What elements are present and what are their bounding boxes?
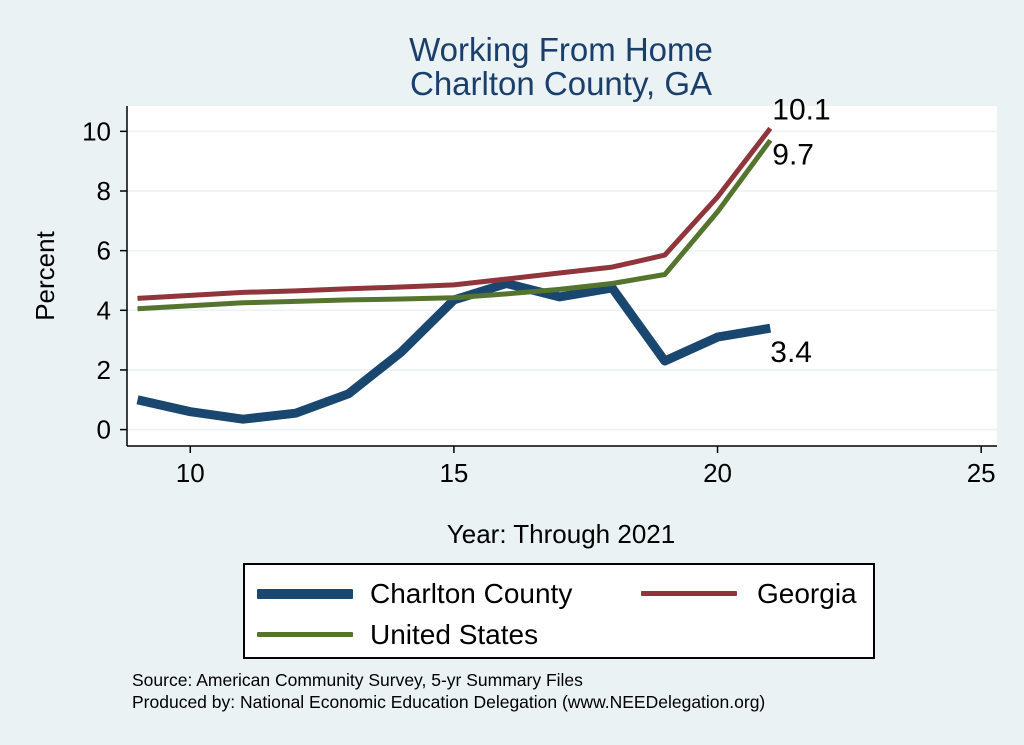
x-ticks: 10 15 20 25	[176, 446, 996, 488]
end-label-charlton-county: 3.4	[770, 336, 812, 369]
x-tick-label-25: 25	[967, 458, 996, 488]
axes	[126, 106, 997, 447]
y-tick-label-0: 0	[97, 415, 111, 445]
chart-title-line-2: Charlton County, GA	[410, 65, 712, 102]
y-tick-label-4: 4	[97, 295, 111, 325]
chart-title-line-1: Working From Home	[409, 31, 713, 68]
gridlines	[127, 130, 997, 431]
legend-swatch-georgia	[641, 591, 737, 596]
end-label-georgia: 10.1	[772, 93, 830, 126]
x-tick-label-15: 15	[439, 458, 468, 488]
x-axis-label: Year: Through 2021	[447, 519, 675, 549]
legend-label-charlton-county: Charlton County	[370, 578, 573, 609]
source-note: Source: American Community Survey, 5-yr …	[132, 670, 583, 690]
series-line-georgia	[137, 126, 773, 301]
x-tick-label-20: 20	[703, 458, 732, 488]
y-tick-label-6: 6	[97, 236, 111, 266]
legend-label-united-states: United States	[370, 619, 539, 650]
end-labels: 3.4 10.1 9.7	[770, 93, 830, 369]
legend-swatch-united-states	[257, 632, 353, 637]
series-line-united-states	[137, 138, 773, 312]
produced-by-note: Produced by: National Economic Education…	[132, 692, 766, 712]
legend-label-georgia: Georgia	[757, 578, 857, 609]
end-label-united-states: 9.7	[772, 138, 814, 171]
legend-swatch-charlton-county	[257, 589, 353, 599]
y-tick-label-8: 8	[97, 176, 111, 206]
y-tick-label-2: 2	[97, 355, 111, 385]
x-tick-label-10: 10	[176, 458, 205, 488]
y-axis-label: Percent	[30, 230, 60, 320]
series-lines	[136, 126, 773, 424]
plot-area	[127, 106, 997, 446]
y-tick-label-10: 10	[82, 116, 111, 146]
y-ticks: 0 2 4 6 8 10	[82, 116, 127, 445]
legend: Charlton County Georgia United States	[243, 563, 875, 659]
